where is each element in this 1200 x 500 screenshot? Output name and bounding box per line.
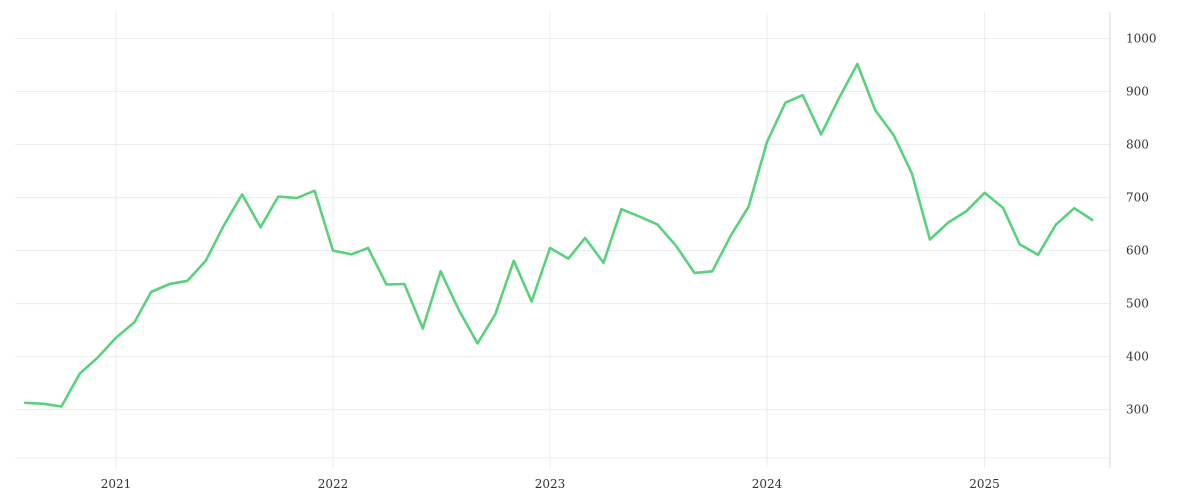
x-axis-tick-labels: 2021 2022 2023 2024 2025 [101,477,1000,491]
y-tick-label: 300 [1126,403,1149,417]
y-tick-label: 1000 [1126,32,1157,46]
y-tick-label: 400 [1126,350,1149,364]
y-tick-label: 700 [1126,191,1149,205]
series-layer [23,62,1094,408]
x-tick-label: 2025 [969,477,1000,491]
y-tick-label: 600 [1126,244,1149,258]
y-tick-label: 900 [1126,85,1149,99]
x-tick-label: 2022 [318,477,349,491]
x-tick-label: 2024 [752,477,783,491]
y-tick-label: 800 [1126,138,1149,152]
series-line [23,62,1094,408]
y-axis-tick-labels: 300 400 500 600 700 800 900 1000 [1126,32,1157,417]
x-tick-label: 2021 [101,477,132,491]
x-tick-label: 2023 [535,477,566,491]
grid [15,12,1110,468]
y-tick-label: 500 [1126,297,1149,311]
